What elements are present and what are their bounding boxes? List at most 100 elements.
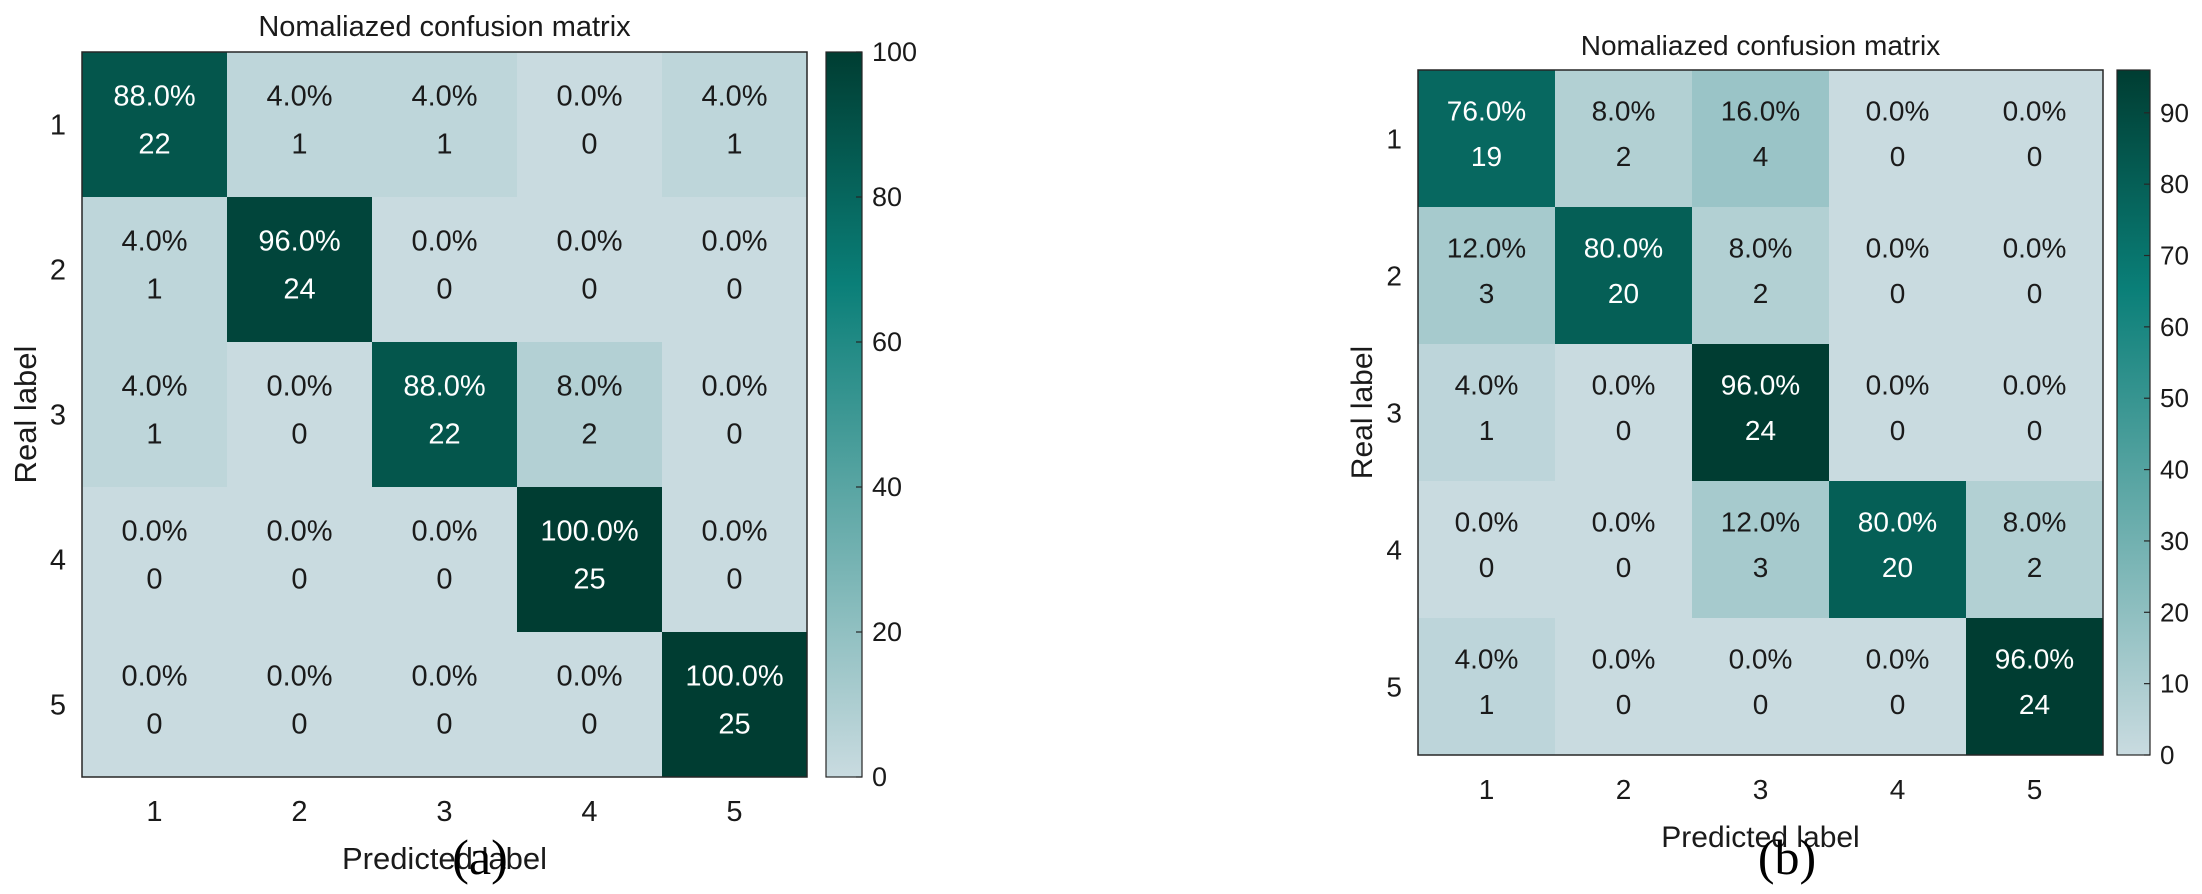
matrix-cell bbox=[1966, 344, 2103, 481]
cell-percent-label: 0.0% bbox=[121, 516, 187, 548]
cell-count-label: 0 bbox=[436, 709, 452, 741]
colorbar-tick-label: 60 bbox=[872, 327, 902, 357]
cell-count-label: 0 bbox=[726, 274, 742, 306]
y-tick-label: 1 bbox=[1386, 124, 1402, 155]
cell-count-label: 0 bbox=[1890, 689, 1906, 720]
matrix-cell bbox=[82, 52, 227, 197]
y-tick-label: 4 bbox=[50, 545, 66, 577]
colorbar-tick-label: 20 bbox=[2160, 597, 2189, 627]
cell-percent-label: 8.0% bbox=[1592, 96, 1656, 127]
cell-percent-label: 0.0% bbox=[411, 661, 477, 693]
matrix-cell bbox=[1966, 481, 2103, 618]
cell-count-label: 0 bbox=[1616, 415, 1632, 446]
cell-percent-label: 0.0% bbox=[556, 81, 622, 113]
matrix-cell bbox=[1692, 207, 1829, 344]
matrix-cell bbox=[1966, 618, 2103, 755]
matrix-cell bbox=[1829, 344, 1966, 481]
x-tick-label: 4 bbox=[581, 796, 597, 828]
cell-percent-label: 0.0% bbox=[556, 661, 622, 693]
y-axis-label: Real label bbox=[1346, 346, 1379, 479]
x-tick-label: 3 bbox=[1753, 774, 1769, 805]
cell-percent-label: 0.0% bbox=[1729, 644, 1793, 675]
cell-percent-label: 8.0% bbox=[1729, 233, 1793, 264]
colorbar-tick-label: 0 bbox=[2160, 740, 2174, 770]
x-tick-label: 3 bbox=[436, 796, 452, 828]
matrix-cell bbox=[1829, 481, 1966, 618]
cell-percent-label: 0.0% bbox=[121, 661, 187, 693]
cell-count-label: 3 bbox=[1479, 278, 1495, 309]
cell-count-label: 1 bbox=[726, 129, 742, 161]
cell-percent-label: 96.0% bbox=[1721, 370, 1800, 401]
colorbar-tick-label: 40 bbox=[2160, 455, 2189, 485]
x-tick-label: 2 bbox=[1616, 774, 1632, 805]
panel-label: (a) bbox=[452, 829, 508, 885]
cell-count-label: 0 bbox=[1890, 415, 1906, 446]
cell-percent-label: 0.0% bbox=[2003, 233, 2067, 264]
cell-percent-label: 0.0% bbox=[556, 226, 622, 258]
matrix-cell bbox=[1418, 70, 1555, 207]
cell-percent-label: 12.0% bbox=[1721, 507, 1800, 538]
matrix-cell bbox=[662, 197, 807, 342]
colorbar-tick-label: 90 bbox=[2160, 98, 2189, 128]
cell-percent-label: 4.0% bbox=[701, 81, 767, 113]
cell-percent-label: 0.0% bbox=[701, 226, 767, 258]
y-tick-label: 1 bbox=[50, 110, 66, 142]
matrix-frame bbox=[81, 51, 808, 778]
cell-percent-label: 80.0% bbox=[1584, 233, 1663, 264]
y-tick-label: 3 bbox=[1386, 398, 1402, 429]
matrix-cell bbox=[372, 487, 517, 632]
cell-count-label: 0 bbox=[436, 274, 452, 306]
cell-count-label: 0 bbox=[581, 709, 597, 741]
cell-percent-label: 0.0% bbox=[1592, 644, 1656, 675]
matrix-cell bbox=[1418, 207, 1555, 344]
matrix-cell bbox=[662, 342, 807, 487]
matrix-cell bbox=[1418, 618, 1555, 755]
matrix-cell bbox=[1829, 207, 1966, 344]
cell-percent-label: 0.0% bbox=[1866, 233, 1930, 264]
matrix-cell bbox=[662, 632, 807, 777]
colorbar-tick-label: 40 bbox=[872, 472, 902, 502]
cell-count-label: 0 bbox=[726, 419, 742, 451]
matrix-cell bbox=[82, 342, 227, 487]
cell-count-label: 1 bbox=[1479, 689, 1495, 720]
matrix-cell bbox=[227, 342, 372, 487]
matrix-cell bbox=[227, 197, 372, 342]
matrix-cell bbox=[1418, 344, 1555, 481]
cell-percent-label: 0.0% bbox=[266, 516, 332, 548]
cell-count-label: 0 bbox=[2027, 278, 2043, 309]
cell-percent-label: 100.0% bbox=[540, 516, 638, 548]
cell-count-label: 0 bbox=[1753, 689, 1769, 720]
cell-percent-label: 76.0% bbox=[1447, 96, 1526, 127]
cell-percent-label: 96.0% bbox=[258, 226, 340, 258]
cell-count-label: 0 bbox=[1616, 552, 1632, 583]
cell-percent-label: 4.0% bbox=[1455, 644, 1519, 675]
y-tick-label: 4 bbox=[1386, 535, 1402, 566]
cell-count-label: 0 bbox=[291, 419, 307, 451]
cell-count-label: 1 bbox=[146, 274, 162, 306]
cell-count-label: 0 bbox=[1616, 689, 1632, 720]
matrix-cell bbox=[1966, 207, 2103, 344]
cell-count-label: 0 bbox=[1479, 552, 1495, 583]
cell-percent-label: 16.0% bbox=[1721, 96, 1800, 127]
cell-percent-label: 0.0% bbox=[1592, 370, 1656, 401]
x-tick-label: 5 bbox=[2027, 774, 2043, 805]
cell-count-label: 1 bbox=[146, 419, 162, 451]
colorbar bbox=[825, 51, 863, 778]
cell-count-label: 24 bbox=[2019, 689, 2050, 720]
x-tick-label: 1 bbox=[146, 796, 162, 828]
matrix-cell bbox=[372, 632, 517, 777]
panel-label: (b) bbox=[1758, 829, 1816, 885]
cell-count-label: 19 bbox=[1471, 141, 1502, 172]
cell-count-label: 0 bbox=[291, 564, 307, 596]
cell-percent-label: 4.0% bbox=[1455, 370, 1519, 401]
chart-title: Nomaliazed confusion matrix bbox=[258, 11, 631, 43]
cell-percent-label: 0.0% bbox=[266, 661, 332, 693]
cell-count-label: 0 bbox=[581, 129, 597, 161]
cell-count-label: 20 bbox=[1608, 278, 1639, 309]
cell-count-label: 0 bbox=[2027, 141, 2043, 172]
cell-count-label: 1 bbox=[1479, 415, 1495, 446]
matrix-cell bbox=[517, 197, 662, 342]
cell-count-label: 0 bbox=[291, 709, 307, 741]
cell-percent-label: 0.0% bbox=[1866, 370, 1930, 401]
